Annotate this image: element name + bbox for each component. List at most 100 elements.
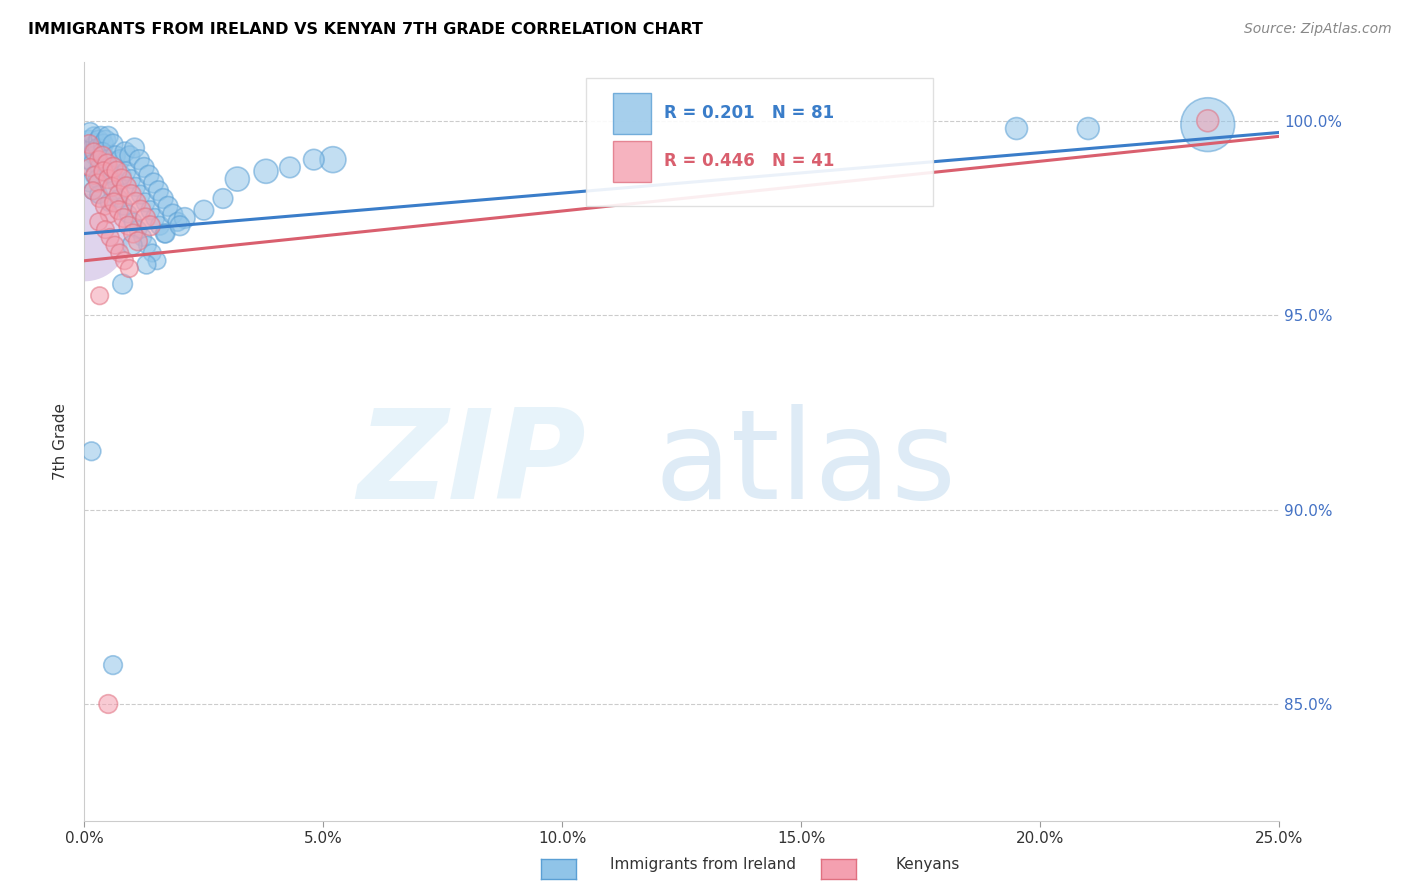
Point xyxy=(80,156,103,170)
Point xyxy=(87,187,110,202)
Point xyxy=(80,141,103,155)
Point xyxy=(124,141,146,155)
Point xyxy=(89,192,111,206)
Point xyxy=(136,238,159,252)
Point xyxy=(91,145,114,159)
Point xyxy=(101,161,124,175)
Point xyxy=(96,153,118,167)
Point xyxy=(93,164,115,178)
Point xyxy=(127,222,149,236)
Point xyxy=(89,289,111,303)
Point xyxy=(93,199,115,213)
Point xyxy=(162,207,184,221)
Point xyxy=(143,211,166,225)
Point xyxy=(77,176,100,190)
Point xyxy=(1197,113,1219,128)
Point xyxy=(101,179,124,194)
Point xyxy=(90,129,112,144)
Point xyxy=(173,211,195,225)
Point xyxy=(77,133,100,147)
Point xyxy=(118,261,141,276)
Point xyxy=(254,164,277,178)
Text: IMMIGRANTS FROM IRELAND VS KENYAN 7TH GRADE CORRELATION CHART: IMMIGRANTS FROM IRELAND VS KENYAN 7TH GR… xyxy=(28,22,703,37)
Point xyxy=(87,133,110,147)
Point xyxy=(101,168,124,182)
Point xyxy=(122,227,145,241)
Point xyxy=(87,215,110,229)
Point xyxy=(79,125,101,139)
Point xyxy=(148,184,170,198)
Point xyxy=(98,230,121,244)
Point xyxy=(111,277,134,291)
Point xyxy=(132,161,156,175)
Point xyxy=(79,161,101,175)
Point xyxy=(193,203,215,218)
Point xyxy=(82,184,104,198)
Point xyxy=(212,192,235,206)
Point xyxy=(139,219,162,233)
Point xyxy=(98,195,121,210)
Text: Source: ZipAtlas.com: Source: ZipAtlas.com xyxy=(1244,22,1392,37)
Point xyxy=(322,153,344,167)
Point xyxy=(125,195,148,210)
Point xyxy=(83,168,105,182)
FancyBboxPatch shape xyxy=(613,141,651,182)
Point xyxy=(278,161,301,175)
Point xyxy=(131,230,153,244)
Point xyxy=(122,215,145,229)
Point xyxy=(107,187,129,202)
Text: R = 0.201   N = 81: R = 0.201 N = 81 xyxy=(664,104,834,122)
Point xyxy=(89,161,111,175)
Point xyxy=(152,192,174,206)
Point xyxy=(155,227,177,241)
Point xyxy=(112,211,135,225)
Point xyxy=(97,697,120,711)
Point xyxy=(73,230,96,244)
Point xyxy=(129,187,152,202)
Point xyxy=(139,203,162,218)
Point xyxy=(103,195,125,210)
Point xyxy=(97,161,120,175)
Point xyxy=(121,238,143,252)
Point xyxy=(83,149,105,163)
Point xyxy=(111,168,134,182)
Point xyxy=(110,153,132,167)
Text: R = 0.446   N = 41: R = 0.446 N = 41 xyxy=(664,152,834,170)
Point xyxy=(125,179,148,194)
Point xyxy=(169,219,191,233)
Point xyxy=(97,129,120,144)
Point xyxy=(77,153,100,167)
Point xyxy=(120,187,142,202)
Point xyxy=(128,153,150,167)
Point xyxy=(77,137,100,152)
Point xyxy=(87,176,110,190)
Point xyxy=(87,172,110,186)
Point xyxy=(135,211,157,225)
Point xyxy=(135,258,157,272)
Point xyxy=(80,444,103,458)
Point xyxy=(302,153,325,167)
Point xyxy=(1197,118,1219,132)
Point xyxy=(117,219,139,233)
Point xyxy=(112,199,135,213)
Point xyxy=(104,149,127,163)
Point xyxy=(115,164,138,178)
Point xyxy=(149,219,172,233)
Point xyxy=(142,176,165,190)
Point xyxy=(101,658,124,673)
Text: atlas: atlas xyxy=(655,404,957,524)
Point xyxy=(82,145,104,159)
Point xyxy=(86,137,108,152)
Y-axis label: 7th Grade: 7th Grade xyxy=(53,403,69,480)
Point xyxy=(135,195,157,210)
Point xyxy=(146,253,169,268)
Point xyxy=(1077,121,1099,136)
Point xyxy=(226,172,249,186)
Point xyxy=(114,253,136,268)
Point xyxy=(115,179,138,194)
Point xyxy=(101,184,124,198)
Point xyxy=(93,137,115,152)
Point xyxy=(141,246,163,260)
Point xyxy=(153,227,176,241)
Point xyxy=(83,168,105,182)
